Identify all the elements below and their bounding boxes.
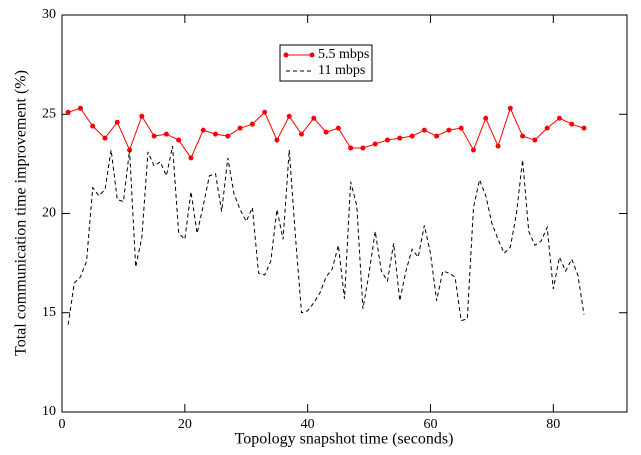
- point: [556, 115, 562, 121]
- y-tick-label: 15: [42, 305, 56, 320]
- point: [335, 125, 341, 131]
- point: [114, 119, 120, 125]
- point: [213, 131, 219, 137]
- legend-box: [279, 44, 373, 82]
- x-tick-label: 80: [546, 417, 560, 432]
- legend-label: 5.5 mbps: [318, 47, 369, 62]
- point: [299, 131, 305, 137]
- y-tick-label: 30: [42, 7, 56, 22]
- point: [139, 113, 145, 119]
- y-tick-label: 20: [42, 206, 56, 221]
- point: [384, 137, 390, 143]
- point: [446, 127, 452, 133]
- point: [520, 133, 526, 139]
- point: [151, 133, 157, 139]
- point: [311, 115, 317, 121]
- legend-marker: [283, 52, 289, 58]
- point: [434, 133, 440, 139]
- x-tick-label: 60: [423, 417, 437, 432]
- x-tick-label: 0: [59, 417, 66, 432]
- point: [409, 133, 415, 139]
- point: [286, 113, 292, 119]
- point: [163, 131, 169, 137]
- point: [581, 125, 587, 131]
- series-line: [67, 145, 585, 325]
- point: [360, 145, 366, 151]
- legend-label: 11 mbps: [318, 63, 365, 78]
- point: [102, 135, 108, 141]
- point: [372, 141, 378, 147]
- point: [458, 125, 464, 131]
- point: [569, 121, 575, 127]
- x-axis-title: Topology snapshot time (seconds): [235, 431, 454, 448]
- point: [77, 105, 83, 111]
- y-axis-title: Total communication time improvement (%): [13, 70, 30, 356]
- point: [495, 143, 501, 149]
- point: [507, 105, 513, 111]
- point: [249, 121, 255, 127]
- x-tick-label: 40: [301, 417, 315, 432]
- y-tick-label: 25: [42, 106, 56, 121]
- point: [421, 127, 427, 133]
- point: [274, 137, 280, 143]
- point: [323, 129, 329, 135]
- point: [483, 115, 489, 121]
- point: [90, 123, 96, 129]
- point: [188, 155, 194, 161]
- point: [176, 137, 182, 143]
- x-tick-label: 20: [178, 417, 192, 432]
- point: [532, 137, 538, 143]
- point: [262, 109, 268, 115]
- point: [237, 125, 243, 131]
- point: [348, 145, 354, 151]
- point: [397, 135, 403, 141]
- point: [225, 133, 231, 139]
- point: [544, 125, 550, 131]
- legend-marker: [309, 52, 315, 58]
- point: [65, 109, 71, 115]
- point: [200, 127, 206, 133]
- point: [470, 147, 476, 153]
- y-tick-label: 10: [42, 404, 56, 419]
